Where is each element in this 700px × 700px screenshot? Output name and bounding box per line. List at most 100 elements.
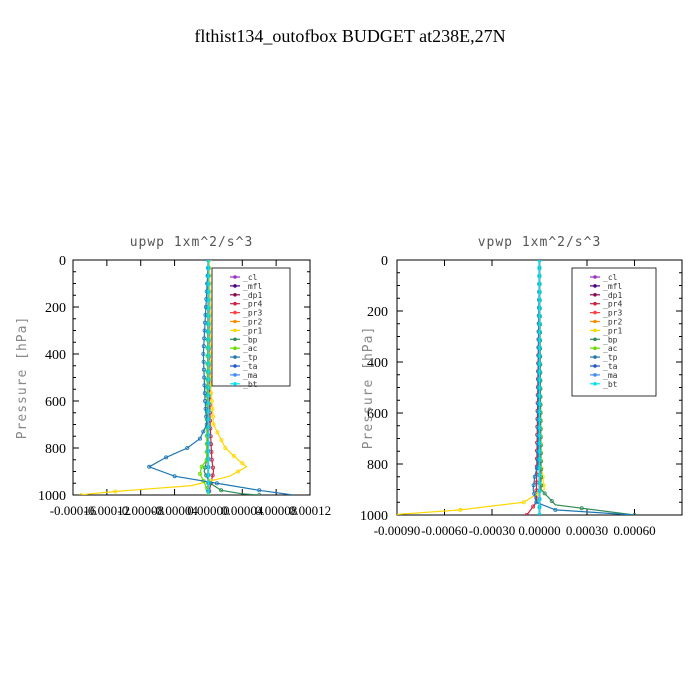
series-marker-bt bbox=[537, 305, 542, 310]
legend-marker bbox=[593, 382, 597, 386]
legend-label: _pr1 bbox=[243, 326, 262, 335]
series-marker-pr4 bbox=[524, 513, 529, 515]
legend-label: _cl bbox=[243, 273, 258, 282]
series-marker-bt bbox=[537, 481, 542, 486]
x-tick-label: 0.00000 bbox=[518, 523, 560, 538]
legend-marker bbox=[233, 275, 237, 279]
legend-marker bbox=[233, 355, 237, 359]
legend-marker bbox=[233, 284, 237, 288]
legend-label: _cl bbox=[603, 273, 618, 282]
series-marker-pr1 bbox=[236, 469, 241, 474]
series-marker-bt bbox=[537, 337, 542, 342]
series-marker-pr1 bbox=[209, 391, 214, 396]
series-group bbox=[79, 260, 294, 495]
legend-label: _ta bbox=[603, 362, 618, 371]
series-marker-bt bbox=[206, 289, 211, 294]
legend-marker bbox=[593, 319, 597, 324]
y-axis-label: Pressure [hPa] bbox=[15, 316, 30, 440]
series-marker-bt bbox=[206, 377, 211, 382]
series-marker-bt bbox=[206, 433, 211, 438]
legend-marker bbox=[593, 346, 597, 351]
series-marker-bp bbox=[257, 493, 262, 495]
series-marker-bt bbox=[206, 353, 211, 358]
legend-marker bbox=[233, 337, 237, 342]
legend-marker bbox=[593, 284, 597, 288]
series-marker-bt bbox=[206, 321, 211, 326]
series-marker-pr1 bbox=[231, 453, 236, 458]
series-marker-pr1 bbox=[240, 461, 245, 466]
series-marker-tp bbox=[202, 336, 207, 341]
series-marker-tp bbox=[201, 359, 206, 364]
legend-marker bbox=[593, 310, 597, 315]
x-tick-label: -0.00012 bbox=[84, 503, 131, 518]
legend-label: _pr4 bbox=[603, 300, 622, 309]
series-marker-tp bbox=[532, 491, 537, 496]
y-tick-label: 0 bbox=[381, 254, 388, 269]
legend-label: _dp1 bbox=[243, 291, 262, 300]
y-tick-label: 800 bbox=[45, 442, 66, 457]
series-marker-bp bbox=[542, 491, 547, 496]
series-marker-tp bbox=[172, 474, 177, 479]
series-marker-pr1 bbox=[215, 430, 220, 435]
series-marker-tp bbox=[202, 375, 207, 380]
figure-title: flthist134_outofbox BUDGET at238E,27N bbox=[194, 26, 505, 46]
series-marker-bt bbox=[537, 473, 542, 478]
series-marker-tp bbox=[214, 481, 219, 486]
series-marker-tp bbox=[164, 455, 169, 460]
series-marker-bt bbox=[206, 345, 211, 350]
series-marker-pr1 bbox=[211, 422, 216, 427]
series-marker-bt bbox=[537, 433, 542, 438]
legend-marker bbox=[593, 301, 597, 306]
x-tick-label: -0.00060 bbox=[421, 523, 468, 538]
y-tick-label: 400 bbox=[367, 356, 388, 371]
series-marker-bp bbox=[219, 488, 224, 493]
legend-marker bbox=[233, 382, 237, 386]
series-marker-bt bbox=[206, 273, 211, 278]
x-tick-label: 0.00012 bbox=[289, 503, 331, 518]
series-marker-pr4 bbox=[210, 473, 215, 478]
legend-marker bbox=[593, 293, 597, 297]
series-marker-bt bbox=[537, 457, 542, 462]
y-tick-label: 1000 bbox=[38, 489, 66, 504]
series-marker-tp bbox=[201, 344, 206, 349]
series-marker-pr1 bbox=[113, 489, 118, 494]
series-marker-bt bbox=[537, 409, 542, 414]
legend-marker bbox=[593, 373, 597, 377]
series-marker-ac bbox=[199, 464, 204, 469]
legend-marker bbox=[233, 346, 237, 351]
chart-panel-2: vpwp 1xm^2/s^3 0 200 400 600 800 1000 Pressure … bbox=[360, 235, 683, 538]
series-marker-tp bbox=[201, 367, 206, 372]
series-marker-pr4 bbox=[210, 465, 215, 470]
series-marker-tp bbox=[203, 320, 208, 325]
x-tick-label: 0.00004 bbox=[221, 503, 264, 518]
series-marker-bt bbox=[206, 457, 211, 462]
legend-label: _pr2 bbox=[603, 318, 622, 327]
y-tick-label: 200 bbox=[45, 301, 66, 316]
legend-label: _ac bbox=[243, 344, 258, 353]
series-group bbox=[397, 260, 637, 515]
y-tick-label: 0 bbox=[59, 254, 66, 269]
y-tick-label: 200 bbox=[367, 305, 388, 320]
y-tick-label: 800 bbox=[367, 458, 388, 473]
series-marker-bt bbox=[206, 297, 211, 302]
series-marker-bt bbox=[537, 353, 542, 358]
legend-label: _pr1 bbox=[603, 326, 622, 335]
series-marker-pr1 bbox=[210, 414, 215, 419]
series-marker-tp bbox=[147, 464, 152, 469]
legend-marker bbox=[593, 337, 597, 342]
series-marker-bt bbox=[537, 505, 542, 510]
series-marker-bt bbox=[537, 393, 542, 398]
legend-box bbox=[571, 267, 657, 397]
series-line-bp bbox=[538, 260, 635, 515]
x-tick-label: -0.00008 bbox=[117, 503, 164, 518]
series-marker-tp bbox=[197, 436, 202, 441]
series-marker-tp bbox=[203, 398, 208, 403]
y-tick-label: 600 bbox=[367, 407, 388, 422]
x-tick-label: 0.00060 bbox=[613, 523, 655, 538]
series-marker-tp bbox=[532, 474, 537, 479]
series-marker-bt bbox=[206, 449, 211, 454]
legend-label: _bt bbox=[603, 380, 618, 389]
series-marker-pr4 bbox=[531, 504, 536, 509]
legend-marker bbox=[233, 301, 237, 306]
series-marker-bt bbox=[206, 401, 211, 406]
